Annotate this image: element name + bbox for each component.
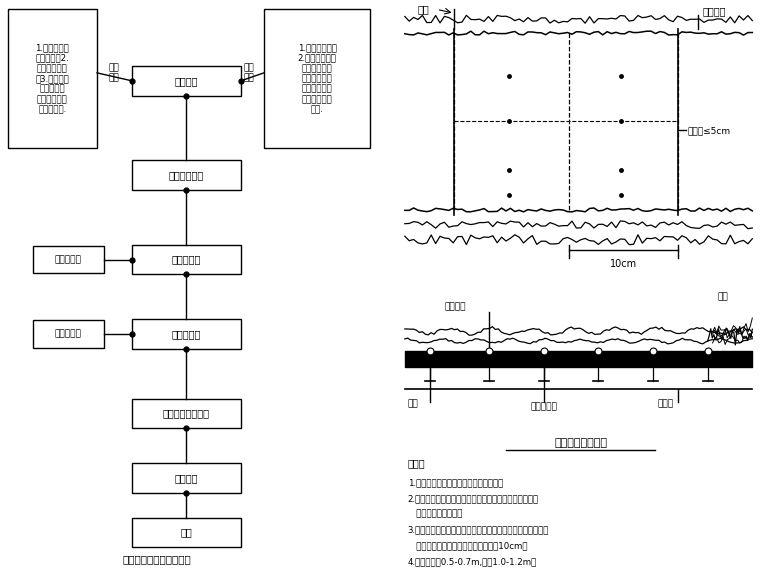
Bar [131, 319, 241, 349]
Text: 洞内
准备: 洞内 准备 [243, 63, 255, 83]
Bar [131, 245, 241, 274]
Text: 洞外
准备: 洞外 准备 [109, 63, 119, 83]
Text: 平齐位应复公补完；: 平齐位应复公补完； [408, 510, 462, 519]
Text: 验收: 验收 [181, 528, 192, 538]
Text: 防水板按接缝夸接: 防水板按接缝夸接 [163, 409, 210, 418]
Text: 粘接宽≤5cm: 粘接宽≤5cm [688, 126, 731, 135]
Text: 1.防水板材料
质量检验；2.
对夸缝搬接齊
；3.防水板分
块边缘二沟
回取，将块的
的对称整地.: 1.防水板材料 质量检验；2. 对夸缝搬接齊 ；3.防水板分 块边缘二沟 回取，… [36, 43, 69, 115]
Text: 砖砂: 砖砂 [717, 293, 728, 302]
Text: 3.土工膀用射钉固定，防水板搬接在专用固定膀足够上，搬接: 3.土工膀用射钉固定，防水板搬接在专用固定膀足够上，搬接 [408, 526, 549, 535]
Bar [131, 518, 241, 547]
Text: 射钉: 射钉 [418, 5, 429, 14]
Text: 质量检查: 质量检查 [175, 473, 198, 483]
Text: 防水板酔设施工工艺框图: 防水板酔设施工工艺框图 [122, 555, 191, 564]
Text: 说明：: 说明： [408, 458, 426, 468]
Text: 2.防水板酔设前，夸接处应不得有销杯头外露，对出心不: 2.防水板酔设前，夸接处应不得有销杯头外露，对出心不 [408, 494, 539, 503]
Text: 热溶垒片: 热溶垒片 [445, 303, 466, 312]
Bar [33, 246, 104, 274]
Text: 隔道纵向: 隔道纵向 [703, 6, 726, 17]
Text: 射钉: 射钉 [408, 399, 419, 408]
Bar [8, 9, 97, 148]
Bar [131, 160, 241, 190]
Text: 1.防水板在初期支护层上确是居地层件；: 1.防水板在初期支护层上确是居地层件； [408, 478, 503, 487]
Text: 焦岁防水板: 焦岁防水板 [530, 402, 557, 411]
Text: 准备射钉枪: 准备射钉枪 [55, 255, 81, 264]
Bar [131, 66, 241, 96]
Text: 土工膀: 土工膀 [658, 399, 674, 408]
Text: 处用热溶夸接，双夸接夸宽应不小于10cm；: 处用热溶夸接，双夸接夸宽应不小于10cm； [408, 542, 527, 551]
Text: 安设排水宫沟: 安设排水宫沟 [169, 170, 204, 180]
Bar [33, 320, 104, 348]
Text: 防水板酔设示意图: 防水板酔设示意图 [554, 438, 607, 448]
Text: 1.工作台就位；
2.安装销杯头，
外露销齐，销
杯头用密封当
单位，切断、
装丝头用砂浆
抓平.: 1.工作台就位； 2.安装销杯头， 外露销齐，销 杯头用密封当 单位，切断、 装… [297, 43, 337, 115]
Text: 手动热溶器: 手动热溶器 [55, 329, 81, 339]
Bar [131, 398, 241, 428]
Text: 防水板覆度: 防水板覆度 [172, 329, 201, 339]
Bar [264, 9, 370, 148]
Text: 4.射钉间距约0.5-0.7m,边墁1.0-1.2m；: 4.射钉间距约0.5-0.7m,边墁1.0-1.2m； [408, 557, 537, 567]
Bar [131, 463, 241, 493]
Text: 固定土工膀: 固定土工膀 [172, 255, 201, 264]
Text: 准备工作: 准备工作 [175, 76, 198, 86]
Text: 10cm: 10cm [610, 259, 637, 270]
